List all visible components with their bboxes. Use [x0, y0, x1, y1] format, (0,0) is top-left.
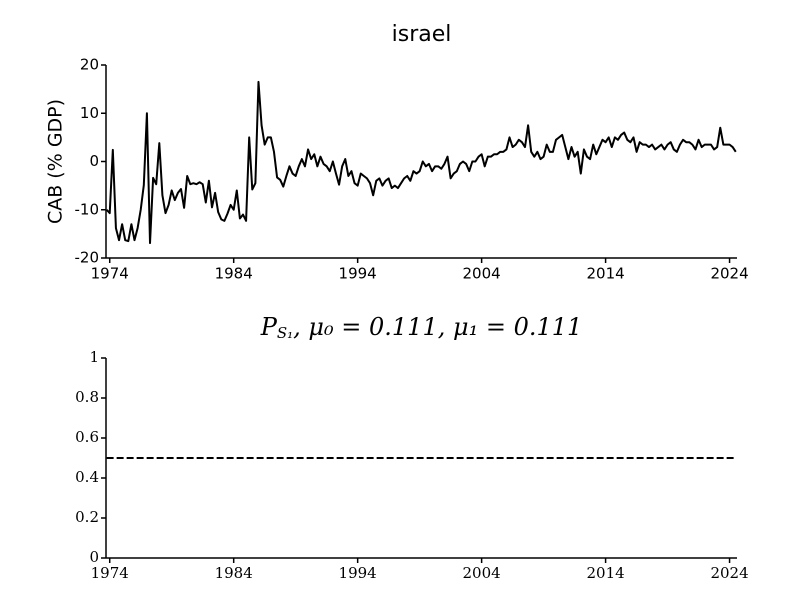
title-subscript: S₁	[277, 324, 293, 342]
y-tick-label: 20	[80, 56, 99, 74]
x-tick-label: 1994	[339, 265, 377, 283]
y-tick-label: 0.2	[75, 508, 99, 526]
x-tick-label: 2014	[586, 564, 624, 582]
x-tick-label: 2004	[463, 564, 501, 582]
y-tick-label: -20	[75, 249, 100, 267]
title-symbol: P	[260, 313, 278, 341]
x-tick-label: 1984	[215, 265, 253, 283]
x-tick-label: 2024	[710, 564, 748, 582]
chart-title: israel	[392, 22, 452, 47]
x-tick-label: 2004	[463, 265, 501, 283]
chart-title: PS₁, μ₀ = 0.111, μ₁ = 0.111	[260, 313, 583, 343]
data-line	[105, 80, 737, 245]
x-tick-label: 1984	[215, 564, 253, 582]
y-tick-label: 0.6	[75, 428, 99, 446]
y-axis-label: CAB (% GDP)	[45, 99, 67, 224]
y-tick-label: 0	[89, 548, 99, 566]
y-tick-label: 1	[89, 348, 99, 366]
x-tick-label: 2024	[710, 265, 748, 283]
x-tick-label: 1974	[91, 265, 129, 283]
x-tick-label: 1974	[91, 564, 129, 582]
y-tick-label: 0	[89, 152, 99, 170]
y-tick-label: -10	[75, 200, 100, 218]
x-tick-label: 2014	[586, 265, 624, 283]
x-tick-label: 1994	[339, 564, 377, 582]
y-tick-label: 0.4	[75, 468, 99, 486]
y-tick-label: 0.8	[75, 388, 99, 406]
y-tick-label: 10	[80, 104, 99, 122]
title-rest: , μ₀ = 0.111, μ₁ = 0.111	[293, 313, 582, 341]
